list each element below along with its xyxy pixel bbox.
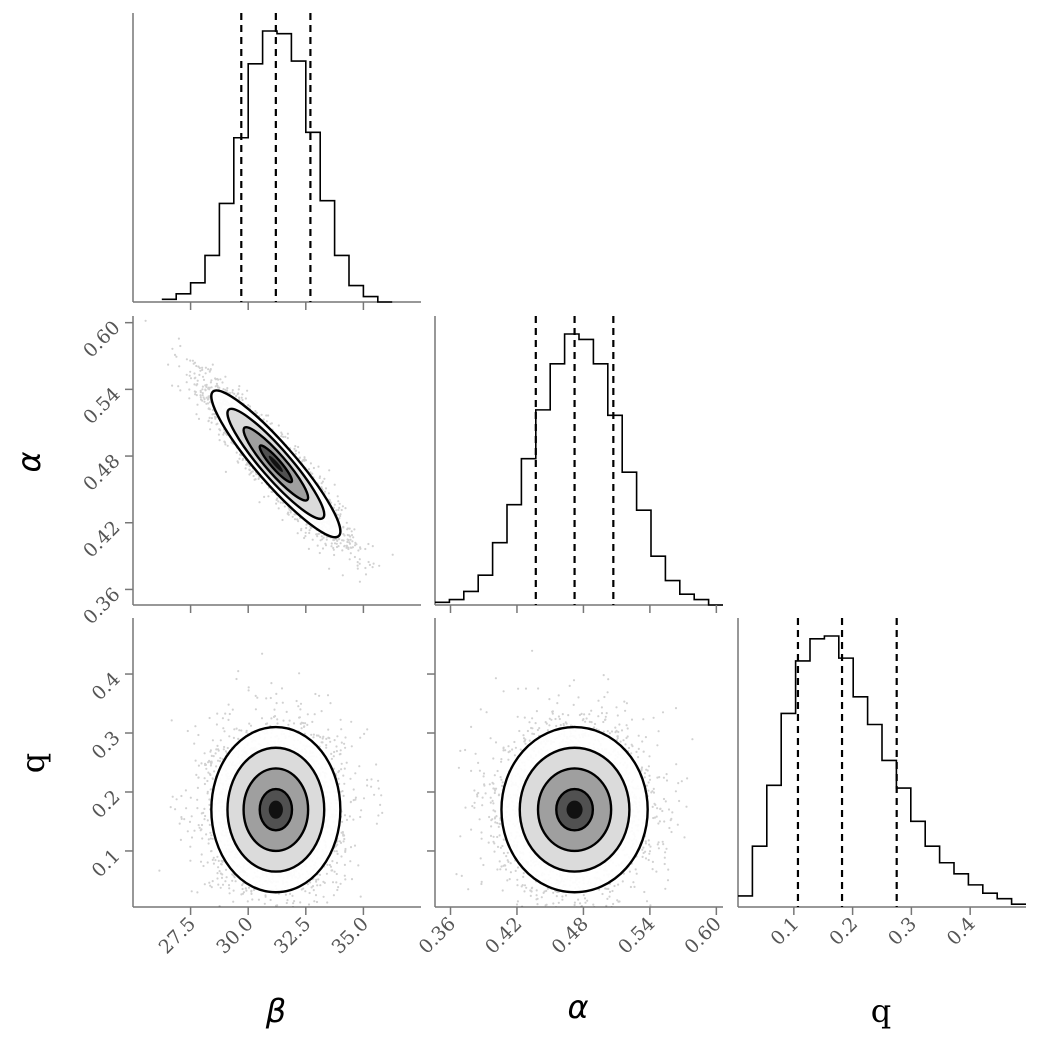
axis-labels: β α q α q [10, 451, 891, 1030]
panels: 0.1 0.2 0.3 0.4 0.36 0.42 0.48 0.54 0.60 27.5 30.0… [79, 13, 1026, 958]
histogram-line [738, 635, 1026, 906]
histogram-panel-alpha [434, 316, 723, 613]
x-axis-label-alpha: α [567, 988, 588, 1026]
y-tick-label: 0.42 [79, 517, 124, 562]
x-axis-label-beta: β [265, 992, 286, 1030]
density-peak [268, 455, 283, 472]
x-tick-label: 27.5 [155, 913, 200, 958]
y-tick-label: 0.54 [79, 383, 124, 428]
joint-panel-beta-q: 27.5 30.0 32.5 35.0 0.1 0.2 0.3 0.4 [88, 618, 421, 958]
joint-panel-beta-alpha: 0.36 0.42 0.48 0.54 0.60 [79, 316, 421, 629]
y-tick-label: 0.1 [88, 845, 125, 882]
histogram-line [435, 333, 723, 606]
joint-panel-alpha-q: 0.36 0.42 0.48 0.54 0.60 [415, 618, 726, 958]
x-tick-label: 0.54 [614, 913, 659, 958]
joint-density [455, 649, 694, 907]
y-tick-label: 0.4 [88, 668, 125, 705]
x-tick-label: 0.1 [766, 913, 803, 950]
x-tick-label: 32.5 [270, 913, 315, 958]
y-tick-label: 0.60 [79, 317, 124, 362]
x-axis-label-q: q [871, 992, 891, 1030]
x-tick-label: 0.4 [943, 913, 980, 950]
x-tick-label: 30.0 [212, 913, 257, 958]
x-tick-label: 35.0 [327, 913, 372, 958]
x-tick-label: 0.2 [825, 913, 862, 950]
y-tick-label: 0.36 [79, 583, 124, 628]
x-tick-label: 0.48 [547, 913, 592, 958]
y-axis-label-q: q [14, 753, 52, 773]
joint-density [158, 652, 384, 907]
x-tick-label: 0.42 [481, 913, 526, 958]
density-peak [268, 800, 283, 819]
y-tick-label: 0.2 [88, 786, 125, 823]
x-tick-label: 0.60 [680, 913, 725, 958]
histogram-panel-q: 0.1 0.2 0.3 0.4 [737, 618, 1026, 950]
y-tick-label: 0.3 [88, 727, 125, 764]
histogram-line [161, 30, 393, 303]
density-peak [566, 800, 583, 819]
y-tick-label: 0.48 [79, 450, 124, 495]
x-tick-label: 0.3 [884, 913, 921, 950]
joint-density [144, 319, 394, 583]
histogram-panel-beta [132, 13, 421, 310]
y-axis-label-alpha: α [10, 451, 48, 472]
x-tick-label: 0.36 [415, 913, 460, 958]
